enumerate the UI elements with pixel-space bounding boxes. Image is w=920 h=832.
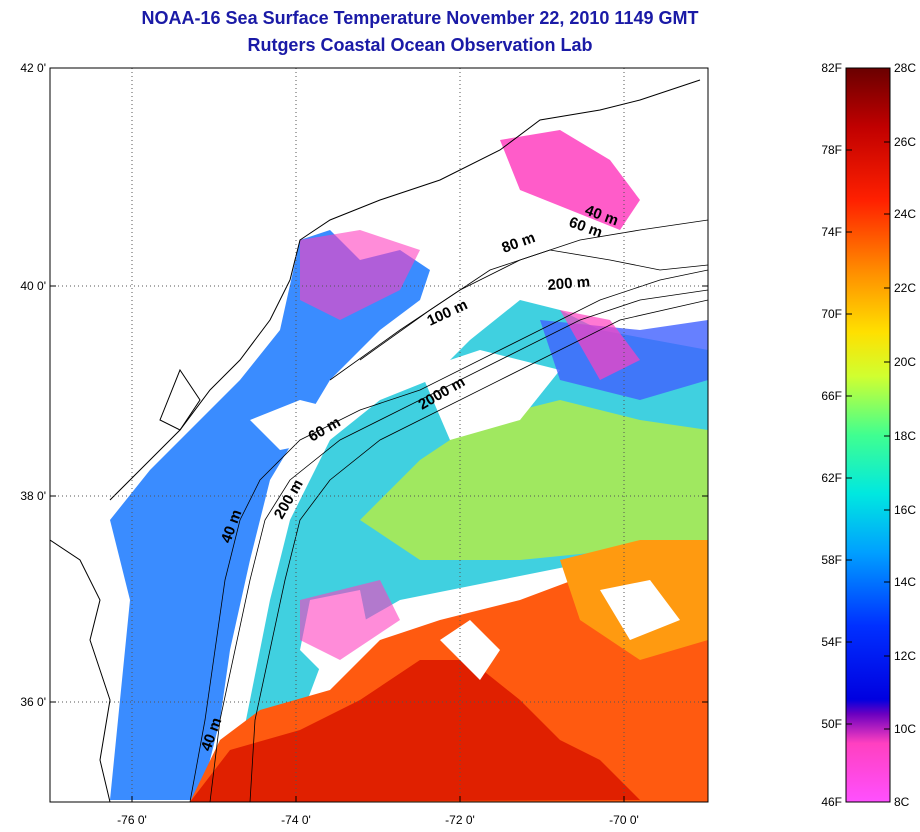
sst-blue-shelf [110, 230, 430, 800]
colorbar-c-label: 26C [894, 135, 916, 149]
colorbar-c-label: 10C [894, 722, 916, 736]
colorbar-c-label: 12C [894, 649, 916, 663]
sst-hot-core [190, 660, 640, 802]
lon-tick-label: -70 0' [609, 813, 639, 827]
colorbar-f-label: 58F [821, 553, 842, 567]
colorbar-c-label: 22C [894, 281, 916, 295]
map-ticks [50, 67, 708, 802]
map-title: NOAA-16 Sea Surface Temperature November… [141, 8, 699, 28]
cloud-edge-magenta [300, 580, 400, 660]
colorbar-f-label: 82F [821, 61, 842, 75]
cloud-edge-magenta [560, 310, 640, 380]
colorbar-f-label: 46F [821, 795, 842, 809]
sst-green-band [360, 400, 708, 560]
colorbar-f-label: 78F [821, 143, 842, 157]
map-subtitle: Rutgers Coastal Ocean Observation Lab [247, 35, 593, 55]
colorbar-f-labels: 82F 78F 74F 70F 66F 62F 58F 54F 50F 46F [821, 61, 842, 809]
colorbar-f-label: 70F [821, 307, 842, 321]
lon-tick-label: -76 0' [117, 813, 147, 827]
colorbar-f-label: 54F [821, 635, 842, 649]
bathy-contour [209, 289, 708, 802]
cloud-mask [440, 620, 500, 680]
cloud-mask [600, 580, 680, 640]
bathy-contour [189, 269, 708, 802]
colorbar-c-label: 24C [894, 207, 916, 221]
colorbar-f-label: 50F [821, 717, 842, 731]
colorbar [845, 67, 891, 803]
colorbar-c-label: 8C [894, 795, 910, 809]
contour-label: 200 m [547, 273, 591, 294]
cloud-edge-magenta [300, 230, 420, 320]
lat-tick-label: 38 0' [20, 489, 46, 503]
sst-map-area: 40 m 60 m 80 m 100 m 200 m 2000 m 60 m 2… [50, 68, 708, 802]
bathy-contour [249, 299, 708, 802]
cloud-edge-magenta [500, 130, 640, 230]
cloud-mask [250, 400, 340, 450]
map-frame [49, 67, 709, 803]
lon-tick-label: -72 0' [445, 813, 475, 827]
coastline [159, 368, 201, 431]
colorbar-f-label: 62F [821, 471, 842, 485]
colorbar-f-label: 74F [821, 225, 842, 239]
coastline [50, 539, 111, 802]
colorbar-c-labels: 28C 26C 24C 22C 20C 18C 16C 14C 12C 10C … [894, 61, 916, 809]
coastline [109, 79, 701, 501]
colorbar-c-label: 18C [894, 429, 916, 443]
lat-tick-label: 40 0' [20, 279, 46, 293]
lon-tick-label: -74 0' [281, 813, 311, 827]
bathy-contour [359, 249, 708, 361]
colorbar-c-label: 16C [894, 503, 916, 517]
colorbar-c-label: 20C [894, 355, 916, 369]
lat-tick-label: 42 0' [20, 61, 46, 75]
colorbar-f-label: 66F [821, 389, 842, 403]
map-grid [50, 68, 708, 802]
colorbar-c-label: 14C [894, 575, 916, 589]
colorbar-c-label: 28C [894, 61, 916, 75]
lat-tick-label: 36 0' [20, 695, 46, 709]
